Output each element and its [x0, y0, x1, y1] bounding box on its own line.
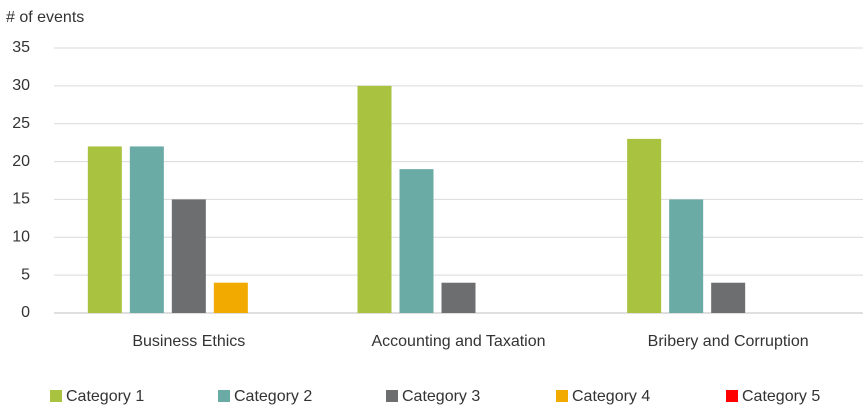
legend-swatch	[218, 390, 230, 402]
legend-label: Category 2	[234, 388, 312, 405]
y-tick-label: 5	[21, 266, 30, 283]
y-tick-label: 30	[12, 77, 30, 94]
x-tick-label: Bribery and Corruption	[648, 333, 809, 350]
bar	[171, 199, 206, 313]
bar	[129, 146, 164, 313]
bar	[627, 138, 662, 313]
bar	[357, 85, 392, 313]
legend-label: Category 4	[572, 388, 650, 405]
bar	[213, 282, 248, 313]
legend-swatch	[556, 390, 568, 402]
y-axis-label: # of events	[6, 9, 84, 26]
legend-label: Category 3	[402, 388, 480, 405]
legend-swatch	[386, 390, 398, 402]
legend-label: Category 5	[742, 388, 820, 405]
legend-label: Category 1	[66, 388, 144, 405]
bar	[87, 146, 122, 313]
bar	[669, 199, 704, 313]
y-tick-label: 25	[12, 115, 30, 132]
bar	[441, 282, 476, 313]
x-tick-label: Accounting and Taxation	[371, 333, 545, 350]
bar	[399, 169, 434, 313]
y-tick-label: 0	[21, 304, 30, 321]
x-tick-label: Business Ethics	[132, 333, 245, 350]
legend-swatch	[726, 390, 738, 402]
bar	[711, 282, 746, 313]
y-tick-label: 35	[12, 39, 30, 56]
y-tick-label: 20	[12, 153, 30, 170]
y-tick-label: 10	[12, 229, 30, 246]
legend-swatch	[50, 390, 62, 402]
y-tick-label: 15	[12, 191, 30, 208]
